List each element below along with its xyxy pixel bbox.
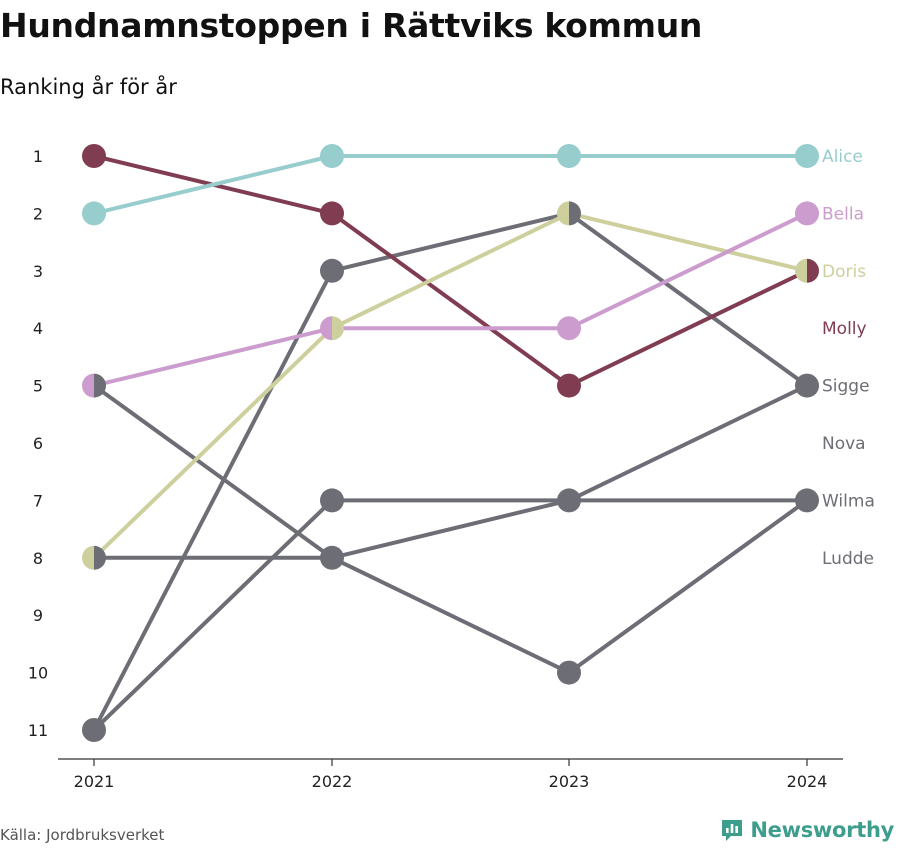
data-point: [557, 488, 581, 513]
x-axis: 2021 2022 2023 2024: [58, 758, 843, 791]
bump-chart: 1 2 3 4 5 6 7 8 9 10 11 2021 2022 2023 2024 Alice Bell…: [28, 144, 875, 791]
data-point-half: [320, 316, 332, 341]
end-labels: Alice Bella Doris Molly Sigge Nova Wilma Ludde: [822, 147, 875, 569]
data-point: [320, 144, 344, 168]
data-point: [320, 201, 344, 226]
chart-subtitle: Ranking år för år: [0, 75, 177, 99]
y-tick-label: 1: [33, 147, 43, 166]
data-point: [82, 144, 106, 168]
y-tick-label: 3: [33, 262, 43, 281]
data-point: [320, 488, 344, 513]
bar-chart-icon: [722, 820, 743, 841]
data-point-half: [82, 545, 94, 570]
end-label-ludde: Ludde: [822, 549, 874, 569]
data-point: [82, 201, 106, 226]
data-point: [795, 144, 819, 168]
series-line-sigge: [92, 211, 809, 732]
x-tick-label: 2024: [787, 772, 828, 791]
end-label-sigge: Sigge: [822, 377, 870, 397]
logo-text: Newsworthy: [750, 818, 894, 842]
chart-title: Hundnamnstoppen i Rättviks kommun: [0, 6, 703, 45]
x-tick-label: 2023: [549, 772, 590, 791]
newsworthy-logo[interactable]: Newsworthy: [720, 818, 894, 842]
end-label-bella: Bella: [822, 204, 864, 224]
y-tick-label: 6: [33, 434, 43, 453]
data-point: [795, 201, 819, 226]
data-point: [557, 660, 581, 685]
data-point-half: [82, 373, 94, 398]
y-tick-label: 11: [28, 721, 48, 740]
series-line-doris: [92, 211, 809, 560]
series-line-ludde: [92, 383, 809, 560]
y-tick-label: 10: [28, 664, 48, 683]
y-tick-label: 8: [33, 549, 43, 568]
data-point-half: [557, 201, 569, 226]
end-label-alice: Alice: [822, 147, 863, 167]
data-point: [557, 144, 581, 168]
data-point: [82, 718, 106, 742]
data-point: [320, 258, 344, 283]
y-tick-label: 9: [33, 606, 43, 625]
x-tick-label: 2021: [74, 772, 115, 791]
data-point-half: [94, 545, 107, 570]
data-point: [795, 488, 819, 513]
series-line-nova: [92, 383, 809, 675]
data-point-half: [569, 201, 581, 226]
data-point-half: [807, 258, 819, 283]
y-tick-label: 5: [33, 377, 43, 396]
y-tick-label: 7: [33, 491, 43, 510]
data-point: [320, 545, 344, 570]
end-label-molly: Molly: [822, 319, 867, 339]
y-tick-label: 2: [33, 204, 43, 223]
end-label-doris: Doris: [822, 262, 866, 282]
source-note: Källa: Jordbruksverket: [0, 826, 165, 844]
data-point-half: [795, 258, 807, 283]
data-point: [557, 316, 581, 341]
end-label-wilma: Wilma: [822, 491, 875, 511]
series-line-bella: [92, 211, 809, 388]
data-point-half: [332, 316, 344, 341]
x-tick-label: 2022: [312, 772, 353, 791]
series-points: [82, 144, 819, 742]
series-line-alice: [92, 154, 809, 216]
y-tick-label: 4: [33, 319, 43, 338]
data-point: [795, 373, 819, 398]
series-lines: [92, 154, 809, 732]
data-point: [557, 373, 581, 398]
end-label-nova: Nova: [822, 434, 866, 454]
series-line-wilma: [92, 498, 809, 732]
y-axis: 1 2 3 4 5 6 7 8 9 10 11: [28, 147, 48, 740]
data-point-half: [94, 373, 107, 398]
